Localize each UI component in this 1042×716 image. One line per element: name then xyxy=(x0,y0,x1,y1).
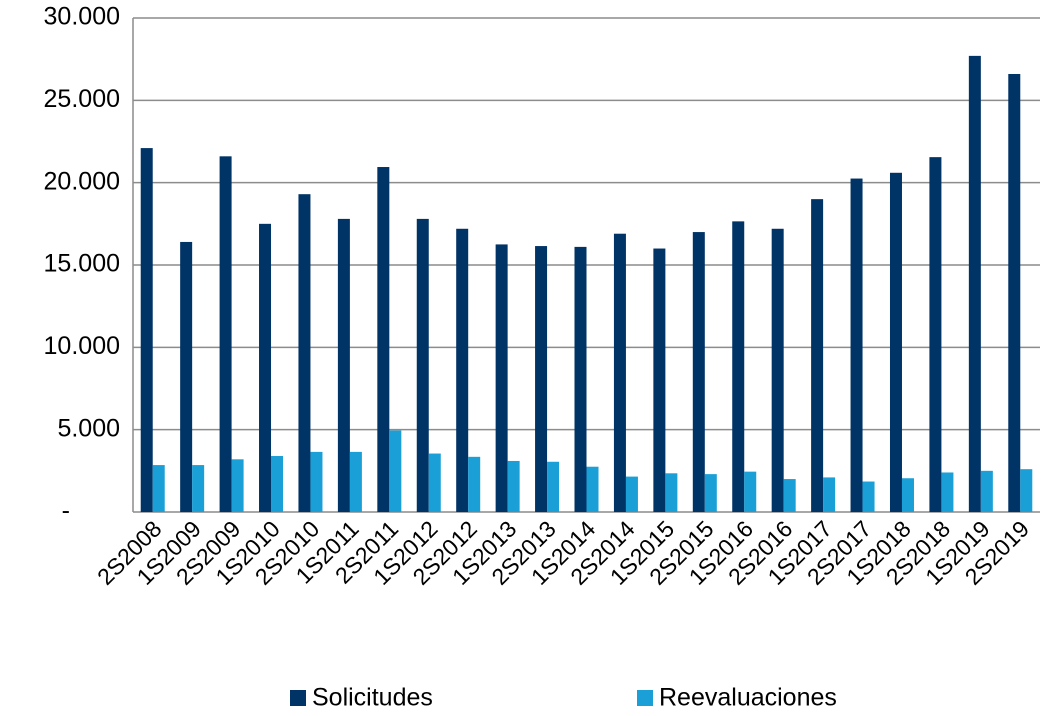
bar xyxy=(468,456,481,512)
bar xyxy=(271,456,284,512)
bar xyxy=(337,218,350,513)
bar xyxy=(823,477,836,512)
bar xyxy=(231,459,244,512)
bar xyxy=(771,228,784,513)
bar xyxy=(613,233,626,513)
bar xyxy=(653,248,666,513)
bar xyxy=(850,178,863,513)
bar xyxy=(495,244,508,512)
bar xyxy=(704,474,717,512)
bar xyxy=(929,157,942,513)
legend-label: Reevaluaciones xyxy=(659,684,837,712)
bar xyxy=(298,194,311,512)
y-tick-label: 15.000 xyxy=(44,250,120,278)
y-tick-label: 10.000 xyxy=(44,332,120,360)
bar xyxy=(349,451,362,512)
bar xyxy=(968,55,981,513)
bar xyxy=(941,472,954,512)
bar xyxy=(192,465,205,512)
bar xyxy=(377,167,390,513)
bar xyxy=(507,460,520,512)
bar xyxy=(901,478,914,512)
bar xyxy=(692,232,705,513)
bar xyxy=(862,481,875,512)
bar xyxy=(140,148,153,512)
y-tick-label: 5.000 xyxy=(57,414,120,442)
legend-swatch xyxy=(290,690,306,706)
bar xyxy=(259,223,272,513)
bar xyxy=(574,246,587,513)
bar xyxy=(889,172,902,512)
y-tick-label: - xyxy=(62,497,70,525)
bar xyxy=(535,246,548,512)
bar xyxy=(625,476,638,512)
bar xyxy=(1020,469,1033,512)
y-tick-label: 30.000 xyxy=(44,3,120,31)
bar xyxy=(152,465,165,512)
bar xyxy=(744,471,757,512)
bar xyxy=(310,451,323,512)
bar xyxy=(428,453,441,512)
legend-label: Solicitudes xyxy=(312,684,433,712)
bar xyxy=(389,430,402,512)
bar xyxy=(980,470,993,512)
bar xyxy=(1008,73,1021,512)
bar xyxy=(456,228,469,513)
bar xyxy=(416,218,429,513)
bar xyxy=(547,461,560,512)
y-tick-label: 20.000 xyxy=(44,167,120,195)
bar xyxy=(180,241,193,513)
legend-swatch xyxy=(637,690,653,706)
bar xyxy=(811,199,824,512)
bar xyxy=(586,466,599,512)
bar xyxy=(732,221,745,512)
bar xyxy=(219,156,232,512)
bar xyxy=(665,473,678,512)
bar xyxy=(783,479,796,512)
y-tick-label: 25.000 xyxy=(44,85,120,113)
